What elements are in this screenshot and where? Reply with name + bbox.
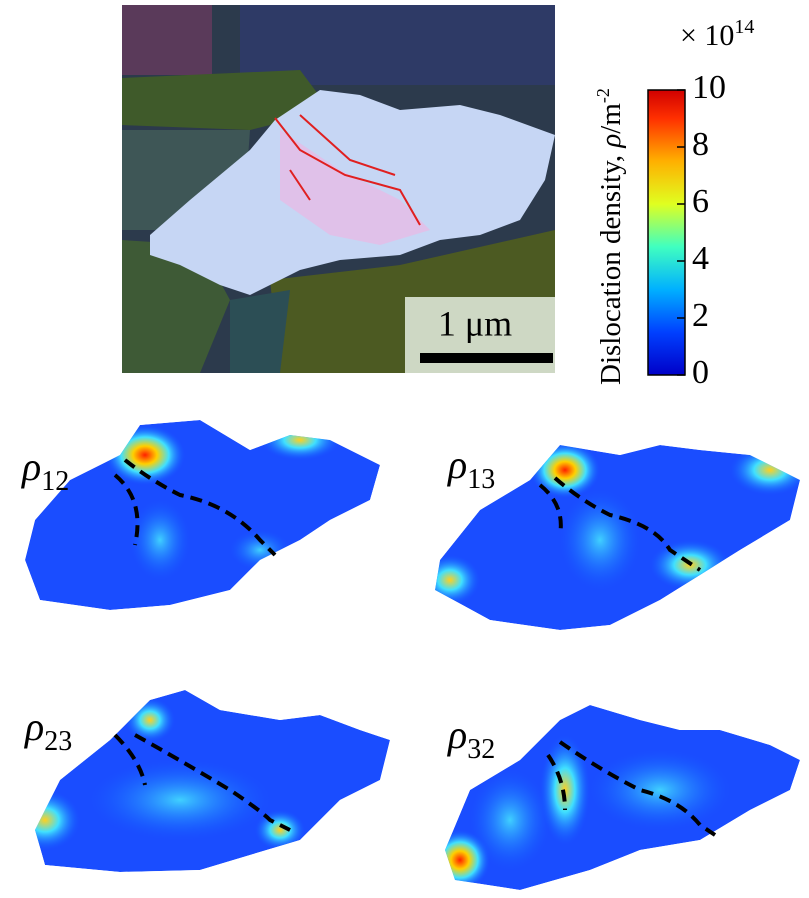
colorbar-tick-label: 6 — [692, 183, 709, 220]
panel-label: ρ13 — [446, 442, 495, 495]
panel-label: ρ12 — [20, 444, 69, 497]
colorbar-multiplier: × 1014 — [680, 16, 754, 52]
panel-subscript: 12 — [41, 466, 69, 497]
panel-label: ρ32 — [446, 712, 495, 765]
colorbar-tick-label: 10 — [692, 69, 726, 106]
colorbar-tick-label: 4 — [692, 240, 709, 277]
panel-label: ρ23 — [23, 704, 72, 757]
map-23 — [35, 690, 390, 872]
panel-subscript: 32 — [467, 734, 495, 765]
multiplier-exponent: 14 — [734, 16, 754, 38]
ebsd-map: 1 μm — [122, 5, 555, 373]
label-unit: /m — [595, 103, 627, 134]
colorbar-tick-label: 0 — [692, 354, 709, 391]
map-32 — [445, 705, 800, 890]
label-symbol: ρ — [595, 134, 627, 149]
label-exponent: -2 — [593, 88, 613, 103]
colorbar: × 1014 Dislocation density, ρ/m-2 0 2 4 6 8 1… — [593, 16, 754, 391]
panel-symbol: ρ — [23, 704, 44, 749]
colorbar-label: Dislocation density, ρ/m-2 — [593, 88, 627, 385]
scale-bar — [420, 353, 553, 363]
panel-symbol: ρ — [446, 442, 467, 487]
colorbar-gradient — [647, 89, 686, 376]
density-maps — [25, 420, 800, 890]
panel-subscript: 13 — [467, 464, 495, 495]
panel-subscript: 23 — [44, 726, 72, 757]
colorbar-tick-label: 2 — [692, 297, 709, 334]
panel-symbol: ρ — [20, 444, 41, 489]
panel-symbol: ρ — [446, 712, 467, 757]
multiplier-base: × 10 — [680, 19, 734, 52]
map-12 — [25, 420, 380, 610]
scale-bar-label: 1 μm — [438, 303, 512, 343]
label-text: Dislocation density, — [595, 148, 627, 385]
colorbar-tick-label: 8 — [692, 126, 709, 163]
